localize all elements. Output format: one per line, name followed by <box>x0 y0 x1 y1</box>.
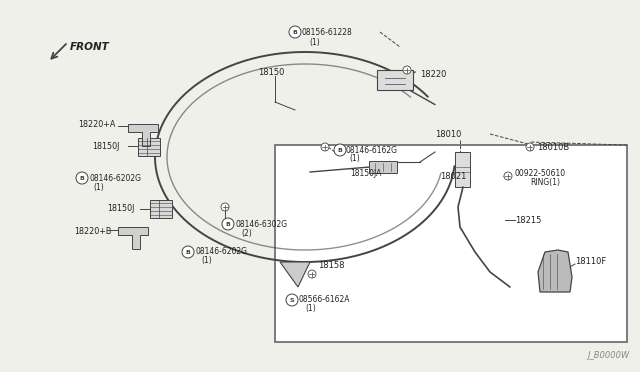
Text: 18215: 18215 <box>515 215 541 224</box>
Circle shape <box>308 270 316 278</box>
Text: B: B <box>186 250 191 254</box>
Circle shape <box>321 143 329 151</box>
Text: RING(1): RING(1) <box>530 177 560 186</box>
Text: FRONT: FRONT <box>70 42 109 52</box>
Text: 08146-6162G: 08146-6162G <box>346 145 398 154</box>
Polygon shape <box>118 227 148 249</box>
Circle shape <box>76 172 88 184</box>
Text: 18150JA: 18150JA <box>350 169 381 177</box>
Text: (1): (1) <box>202 257 212 266</box>
Bar <box>150 200 172 218</box>
Text: B: B <box>79 176 84 180</box>
Text: B: B <box>225 221 230 227</box>
Text: 18150J: 18150J <box>107 203 134 212</box>
Bar <box>455 152 470 187</box>
Circle shape <box>526 143 534 151</box>
Text: (1): (1) <box>349 154 360 163</box>
Text: 08146-6302G: 08146-6302G <box>235 219 287 228</box>
Text: 18220: 18220 <box>420 70 446 78</box>
Text: 18220+B: 18220+B <box>74 227 111 235</box>
Text: S: S <box>290 298 294 302</box>
Circle shape <box>222 218 234 230</box>
Text: 18150: 18150 <box>258 67 284 77</box>
Text: 18010B: 18010B <box>537 142 569 151</box>
Text: (1): (1) <box>306 305 316 314</box>
Bar <box>275 145 627 342</box>
Circle shape <box>182 246 194 258</box>
Polygon shape <box>128 124 158 146</box>
Circle shape <box>286 294 298 306</box>
Circle shape <box>221 203 229 211</box>
Circle shape <box>289 26 301 38</box>
Text: B: B <box>292 29 298 35</box>
Polygon shape <box>280 262 310 287</box>
Text: 18010: 18010 <box>435 129 461 138</box>
Polygon shape <box>538 250 572 292</box>
Bar <box>138 138 160 156</box>
Text: B: B <box>337 148 342 153</box>
Text: J_B0000W: J_B0000W <box>588 351 630 360</box>
Text: (1): (1) <box>93 183 104 192</box>
Text: 00922-50610: 00922-50610 <box>515 169 566 177</box>
Text: 18110F: 18110F <box>575 257 606 266</box>
Bar <box>369 161 397 173</box>
Text: 08146-6202G: 08146-6202G <box>89 173 141 183</box>
Text: 08146-6202G: 08146-6202G <box>195 247 247 257</box>
Text: 18021: 18021 <box>440 171 467 180</box>
Text: 08566-6162A: 08566-6162A <box>299 295 351 305</box>
Text: 18150J: 18150J <box>92 141 120 151</box>
Text: (1): (1) <box>310 38 321 46</box>
Circle shape <box>403 66 411 74</box>
Text: 18220+A: 18220+A <box>78 119 115 128</box>
Text: (2): (2) <box>242 228 252 237</box>
FancyBboxPatch shape <box>377 70 413 90</box>
Text: 08156-61228: 08156-61228 <box>302 28 353 36</box>
Text: 18158: 18158 <box>318 262 344 270</box>
Circle shape <box>504 172 512 180</box>
Circle shape <box>334 144 346 156</box>
